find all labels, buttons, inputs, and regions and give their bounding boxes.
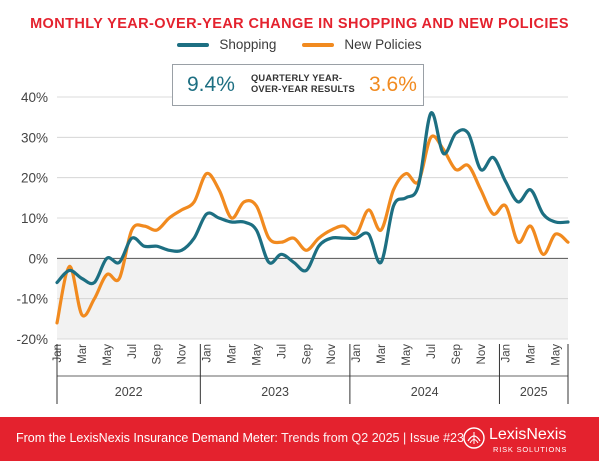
footer-separator: | <box>403 431 407 445</box>
quarterly-summary-label: QUARTERLY YEAR-OVER-YEAR RESULTS <box>251 73 355 94</box>
y-tick-label: 30% <box>21 130 48 145</box>
legend-swatch-new-policies <box>302 42 335 47</box>
legend-item-shopping: Shopping <box>177 37 276 52</box>
x-tick-label: Jan <box>351 344 363 363</box>
y-tick-label: -20% <box>16 332 48 347</box>
lexisnexis-logo-icon <box>463 427 485 449</box>
x-tick-label: Nov <box>326 344 338 365</box>
x-tick-label: Sep <box>152 344 164 364</box>
legend-label-shopping: Shopping <box>219 37 277 52</box>
x-tick-label: Sep <box>301 344 313 364</box>
y-tick-label: -10% <box>16 292 48 307</box>
year-label: 2023 <box>261 385 289 399</box>
legend: Shopping New Policies <box>0 37 599 52</box>
legend-item-new-policies: New Policies <box>302 37 422 52</box>
x-tick-label: Mar <box>526 344 538 364</box>
series-line-new-policies <box>55 134 570 325</box>
footer-source-rest: Trends from Q2 2025 <box>277 431 400 445</box>
x-tick-label: Jul <box>426 344 438 359</box>
y-tick-label: 0% <box>28 251 48 266</box>
series-line-shopping <box>55 111 570 286</box>
brand-name: LexisNexis <box>489 426 567 443</box>
legend-label-new-policies: New Policies <box>344 37 422 52</box>
x-tick-label: Mar <box>77 344 89 364</box>
x-tick-label: May <box>102 344 114 366</box>
x-tick-label: Mar <box>226 344 238 364</box>
year-label: 2024 <box>411 385 439 399</box>
x-tick-label: Mar <box>376 344 388 364</box>
x-tick-label: Jul <box>276 344 288 359</box>
x-tick-label: Nov <box>177 344 189 365</box>
x-tick-label: May <box>551 344 563 366</box>
brand-sub: RISK SOLUTIONS <box>493 445 568 454</box>
year-label: 2025 <box>520 385 548 399</box>
x-tick-label: Sep <box>451 344 463 364</box>
chart-title: MONTHLY YEAR-OVER-YEAR CHANGE IN SHOPPIN… <box>30 16 569 32</box>
x-tick-label: Nov <box>476 344 488 365</box>
footer-source: From the LexisNexis Insurance Demand Met… <box>16 431 464 445</box>
y-tick-label: 20% <box>21 171 48 186</box>
legend-swatch-shopping <box>177 42 210 47</box>
x-tick-label: Jul <box>127 344 139 359</box>
chart-svg: 40% 30% 20% 10% 0% -10% -20% Jan Mar May Jul Sep Nov… <box>16 90 570 404</box>
footer-issue: Issue #23 <box>409 431 464 445</box>
x-tick-label: May <box>401 344 413 366</box>
x-tick-label: Jan <box>52 344 64 363</box>
quarterly-shopping-value: 9.4% <box>187 73 235 96</box>
quarterly-new-policies-value: 3.6% <box>369 73 417 96</box>
x-tick-label: Jan <box>501 344 513 363</box>
year-label: 2022 <box>115 385 143 399</box>
y-tick-label: 10% <box>21 211 48 226</box>
x-tick-label: May <box>251 344 263 366</box>
footer-bar: From the LexisNexis Insurance Demand Met… <box>0 417 599 461</box>
quarterly-summary-box: 9.4% QUARTERLY YEAR-OVER-YEAR RESULTS 3.… <box>172 64 424 106</box>
lexisnexis-logo: LexisNexis RISK SOLUTIONS <box>463 424 587 456</box>
footer-source-bold: From the LexisNexis Insurance Demand Met… <box>16 431 278 445</box>
x-tick-label: Jan <box>202 344 214 363</box>
y-tick-label: 40% <box>21 90 48 105</box>
